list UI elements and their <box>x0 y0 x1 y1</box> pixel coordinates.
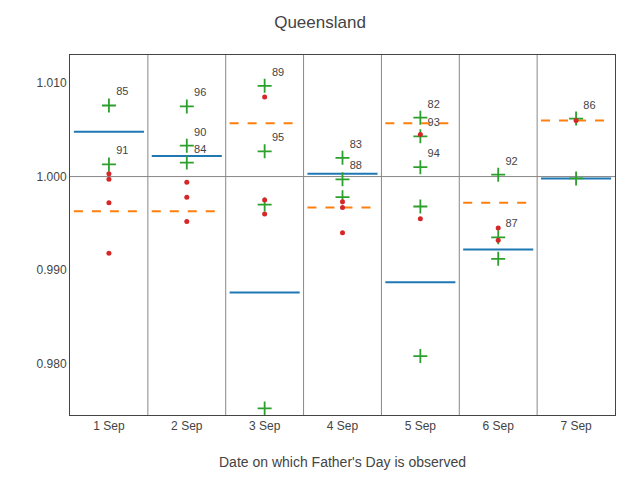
svg-text:85: 85 <box>116 85 128 97</box>
svg-text:96: 96 <box>194 86 206 98</box>
svg-text:0.990: 0.990 <box>37 263 67 277</box>
svg-text:1.010: 1.010 <box>37 76 67 90</box>
svg-text:87: 87 <box>505 217 517 229</box>
svg-text:6 Sep: 6 Sep <box>483 419 515 433</box>
svg-text:89: 89 <box>272 66 284 78</box>
svg-text:5 Sep: 5 Sep <box>405 419 437 433</box>
svg-text:2 Sep: 2 Sep <box>171 419 203 433</box>
svg-text:7 Sep: 7 Sep <box>560 419 592 433</box>
svg-text:Queensland: Queensland <box>274 13 366 32</box>
svg-text:82: 82 <box>428 98 440 110</box>
svg-text:93: 93 <box>428 116 440 128</box>
svg-text:92: 92 <box>505 155 517 167</box>
svg-text:94: 94 <box>428 147 440 159</box>
svg-text:90: 90 <box>194 126 206 138</box>
svg-text:0.980: 0.980 <box>37 357 67 371</box>
svg-text:84: 84 <box>194 143 206 155</box>
svg-text:91: 91 <box>116 144 128 156</box>
svg-text:Date on which Father's Day is: Date on which Father's Day is observed <box>219 454 466 470</box>
svg-text:1 Sep: 1 Sep <box>93 419 125 433</box>
svg-text:86: 86 <box>583 99 595 111</box>
svg-text:95: 95 <box>272 131 284 143</box>
svg-text:1.000: 1.000 <box>37 170 67 184</box>
svg-text:4 Sep: 4 Sep <box>327 419 359 433</box>
svg-text:3 Sep: 3 Sep <box>249 419 281 433</box>
svg-text:83: 83 <box>350 138 362 150</box>
svg-text:88: 88 <box>350 159 362 171</box>
